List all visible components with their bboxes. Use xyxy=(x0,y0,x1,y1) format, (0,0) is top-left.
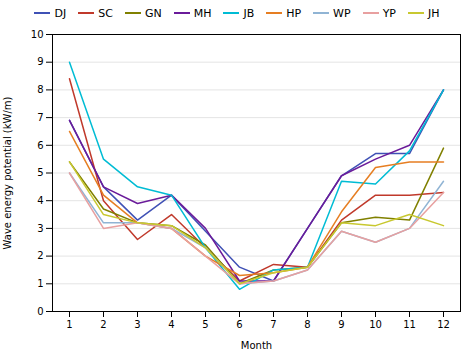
html-text:GN: GN xyxy=(144,6,162,20)
svg-text:8: 8 xyxy=(37,84,43,95)
svg-text:0: 0 xyxy=(37,306,43,317)
svg-text:9: 9 xyxy=(338,319,344,330)
svg-text:6: 6 xyxy=(236,319,242,330)
html-text:MH: MH xyxy=(193,6,212,20)
html-text:JB: JB xyxy=(243,6,255,20)
svg-text:1: 1 xyxy=(66,319,72,330)
svg-text:4: 4 xyxy=(168,319,174,330)
svg-text:4: 4 xyxy=(37,195,43,206)
svg-text:5: 5 xyxy=(37,167,43,178)
html-text:SC: SC xyxy=(98,6,113,20)
svg-text:10: 10 xyxy=(369,319,382,330)
svg-text:1: 1 xyxy=(37,278,43,289)
svg-text:2: 2 xyxy=(100,319,106,330)
svg-text:12: 12 xyxy=(437,319,450,330)
svg-text:8: 8 xyxy=(304,319,310,330)
svg-text:11: 11 xyxy=(403,319,416,330)
svg-text:5: 5 xyxy=(202,319,208,330)
html-text:JH: JH xyxy=(428,6,440,20)
svg-text:9: 9 xyxy=(37,56,43,67)
svg-text:6: 6 xyxy=(37,140,43,151)
svg-text:3: 3 xyxy=(37,223,43,234)
svg-text:3: 3 xyxy=(134,319,140,330)
svg-text:7: 7 xyxy=(37,112,43,123)
svg-text:Month: Month xyxy=(241,340,272,351)
html-text:YP: YP xyxy=(382,6,396,20)
svg-text:10: 10 xyxy=(31,29,44,40)
svg-text:Wave energy potential (kW/m): Wave energy potential (kW/m) xyxy=(2,96,13,249)
html-text:WP: WP xyxy=(333,6,351,20)
html-text:DJ: DJ xyxy=(54,6,67,20)
svg-text:2: 2 xyxy=(37,250,43,261)
svg-text:7: 7 xyxy=(270,319,276,330)
html-text:HP: HP xyxy=(286,6,302,20)
